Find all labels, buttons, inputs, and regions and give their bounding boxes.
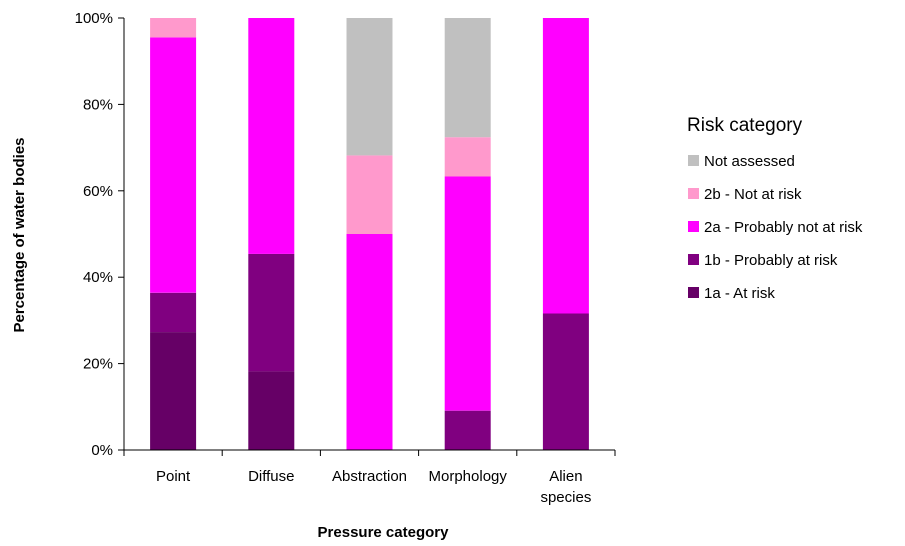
bar-segment-morphology-not-assessed: [444, 18, 491, 138]
bars-layer: [150, 18, 589, 450]
y-tick-label: 0%: [91, 442, 113, 459]
bar-segment-diffuse-1a-at-risk: [248, 371, 295, 450]
legend-label-not-assessed: Not assessed: [704, 153, 795, 170]
bar-segment-morphology-2b-not-at-risk: [444, 137, 491, 177]
y-tick-label: 60%: [83, 183, 113, 200]
legend-swatch-1b-probably-at-risk: [688, 254, 699, 265]
x-tick-labels: Point Diffuse Abstraction Morphology Alien sp…: [156, 468, 591, 506]
bar-segment-point-1b-probably-at-risk: [150, 292, 197, 333]
y-tick-labels: 0% 20% 40% 60% 80% 100%: [75, 10, 113, 459]
bar-segment-diffuse-1b-probably-at-risk: [248, 253, 295, 372]
legend-title: Risk category: [687, 115, 803, 136]
bar-segment-morphology-1b-probably-at-risk: [444, 410, 491, 450]
legend-label-1a-at-risk: 1a - At risk: [704, 285, 775, 302]
legend: Risk category Not assessed 2b - Not at ri…: [687, 115, 863, 302]
bar-segment-point-2b-not-at-risk: [150, 18, 197, 38]
bar-segment-abstraction-not-assessed: [346, 18, 393, 156]
x-tick-label: Abstraction: [332, 468, 407, 485]
legend-label-1b-probably-at-risk: 1b - Probably at risk: [704, 252, 838, 269]
bar-segment-point-1a-at-risk: [150, 332, 197, 450]
bar-segment-diffuse-2a-probably-not-at-risk: [248, 18, 295, 254]
x-tick-label: Diffuse: [248, 468, 294, 485]
bar-segment-point-2a-probably-not-at-risk: [150, 37, 197, 293]
legend-swatch-not-assessed: [688, 155, 699, 166]
axes-layer: [118, 17, 616, 456]
legend-swatch-1a-at-risk: [688, 287, 699, 298]
y-axis-title: Percentage of water bodies: [11, 137, 28, 332]
bar-segment-alien-species-2a-probably-not-at-risk: [542, 18, 589, 314]
bar-segment-abstraction-2a-probably-not-at-risk: [346, 234, 393, 450]
x-tick-label: Morphology: [429, 468, 508, 485]
legend-swatch-2a-probably-not-at-risk: [688, 221, 699, 232]
bar-segment-alien-species-1b-probably-at-risk: [542, 313, 589, 450]
y-tick-label: 40%: [83, 269, 113, 286]
bar-segment-abstraction-2b-not-at-risk: [346, 155, 393, 234]
x-tick-label: Point: [156, 468, 191, 485]
y-tick-label: 100%: [75, 10, 113, 27]
legend-swatch-2b-not-at-risk: [688, 188, 699, 199]
y-tick-label: 20%: [83, 356, 113, 373]
x-axis-title: Pressure category: [318, 524, 450, 541]
x-tick-label: Alien species: [540, 468, 591, 506]
legend-label-2a-probably-not-at-risk: 2a - Probably not at risk: [704, 219, 863, 236]
bar-segment-morphology-2a-probably-not-at-risk: [444, 176, 491, 411]
legend-label-2b-not-at-risk: 2b - Not at risk: [704, 186, 802, 203]
y-tick-label: 80%: [83, 96, 113, 113]
